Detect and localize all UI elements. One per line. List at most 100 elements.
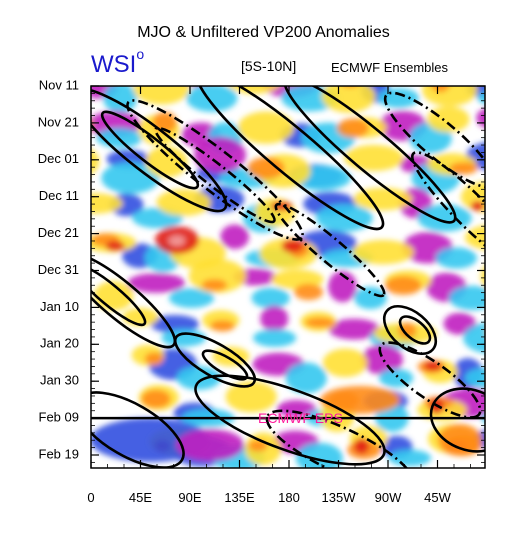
mjo-contours <box>91 86 485 468</box>
mjo-contour-solid <box>398 315 432 345</box>
anomaly-blob <box>212 346 250 367</box>
anomaly-blob <box>448 285 485 311</box>
anomaly-blob <box>512 202 527 233</box>
anomaly-blob <box>352 239 414 265</box>
x-axis-labels: 0 45E 90E 135E 180 135W 90W 45W <box>87 490 451 505</box>
anomaly-blob <box>417 204 472 232</box>
anomaly-blob <box>464 368 485 388</box>
y-tick-label: Dec 21 <box>38 225 79 240</box>
anomaly-blob <box>322 348 368 378</box>
anomaly-blob <box>156 189 211 217</box>
anomaly-blob <box>127 273 186 293</box>
anomaly-blob <box>220 224 250 250</box>
anomaly-blob <box>353 438 370 454</box>
anomaly-blob <box>505 231 527 247</box>
anomaly-blob <box>464 225 485 250</box>
anomaly-blob <box>285 362 327 394</box>
anomaly-blob <box>176 429 244 461</box>
anomaly-blob <box>201 279 228 292</box>
anomaly-blob <box>477 91 485 105</box>
anomaly-blob <box>384 276 422 295</box>
anomaly-blob <box>343 86 357 88</box>
wsi-logo: WSIo <box>91 46 144 79</box>
anomaly-blob <box>176 366 221 390</box>
logo-text: WSI <box>91 51 137 78</box>
y-tick-label: Dec 11 <box>39 188 79 203</box>
anomaly-blob <box>270 201 293 211</box>
anomaly-blob <box>336 118 370 138</box>
anomaly-blob <box>315 204 373 232</box>
anomaly-blob <box>105 241 125 251</box>
anomaly-blob <box>431 86 450 93</box>
mjo-contour-dashed <box>126 99 304 241</box>
anomaly-blob <box>260 305 289 332</box>
y-tick-label: Nov 21 <box>38 114 79 129</box>
mjo-contour-solid <box>91 87 228 213</box>
anomaly-blob <box>186 86 238 112</box>
anomaly-blob <box>344 144 404 171</box>
anomaly-blob <box>388 449 432 467</box>
anomaly-blob <box>133 86 190 105</box>
anomaly-blob <box>328 318 380 340</box>
y-tick-label: Feb 09 <box>39 410 79 425</box>
x-tick-label: 180 <box>278 490 300 505</box>
x-tick-label: 135W <box>322 490 357 505</box>
anomaly-blob <box>426 106 470 133</box>
forecast-annotation: ECMWF EPS <box>258 410 343 426</box>
anomaly-blob <box>321 86 376 113</box>
anomaly-blob <box>460 181 485 213</box>
anomaly-blob <box>470 200 485 212</box>
y-tick-label: Dec 31 <box>38 262 79 277</box>
anomaly-field <box>91 86 527 468</box>
anomaly-blob <box>353 286 387 310</box>
anomaly-blob <box>435 247 477 269</box>
anomaly-blob <box>228 86 280 94</box>
anomaly-blob <box>489 189 519 215</box>
mjo-contour-solid <box>283 86 457 224</box>
axis-ticks <box>90 85 485 468</box>
y-tick-label: Jan 30 <box>40 373 79 388</box>
mjo-contour-solid <box>100 110 200 190</box>
anomaly-blob <box>251 287 290 309</box>
mjo-contour-solid <box>195 86 385 231</box>
y-tick-label: Feb 19 <box>39 446 79 461</box>
anomaly-blob <box>488 123 527 153</box>
mjo-contour-dashed <box>383 91 485 189</box>
anomaly-blob <box>252 329 297 347</box>
x-tick-label: 45E <box>129 490 152 505</box>
anomaly-blob <box>361 344 403 375</box>
y-axis-labels: Nov 11 Nov 21 Dec 01 Dec 11 Dec 21 Dec 31 Jan … <box>38 77 79 461</box>
anomaly-blob <box>225 381 277 413</box>
anomaly-blob <box>377 88 420 108</box>
anomaly-blob <box>276 400 317 418</box>
anomaly-blob <box>480 265 485 288</box>
anomaly-blob <box>247 157 285 179</box>
mjo-contour-solid <box>429 387 485 453</box>
anomaly-blob <box>281 239 304 253</box>
mjo-contour-solid <box>91 391 185 468</box>
anomaly-blob <box>463 322 485 354</box>
anomaly-blob <box>237 111 294 144</box>
anomaly-blob <box>169 236 185 246</box>
anomaly-blob <box>101 162 160 194</box>
y-tick-label: Jan 10 <box>40 299 79 314</box>
anomaly-blob <box>305 317 335 328</box>
source-label: ECMWF Ensembles <box>331 60 449 75</box>
anomaly-blob <box>320 386 400 414</box>
logo-mark: o <box>136 46 145 62</box>
anomaly-blob <box>438 424 482 456</box>
anomaly-blob <box>449 162 478 175</box>
anomaly-blob <box>398 322 417 339</box>
anomaly-blob <box>168 288 215 308</box>
mjo-contour-dashed <box>154 126 276 224</box>
mjo-contour-solid <box>382 304 438 356</box>
mjo-contour-dashed <box>378 341 482 419</box>
anomaly-blob <box>506 269 527 293</box>
anomaly-blob <box>192 86 201 87</box>
anomaly-blob <box>490 448 527 467</box>
x-tick-label: 135E <box>224 490 255 505</box>
x-tick-label: 90W <box>375 490 402 505</box>
anomaly-blob <box>443 312 477 335</box>
plot-frame <box>90 85 486 469</box>
anomaly-blob <box>161 329 207 347</box>
